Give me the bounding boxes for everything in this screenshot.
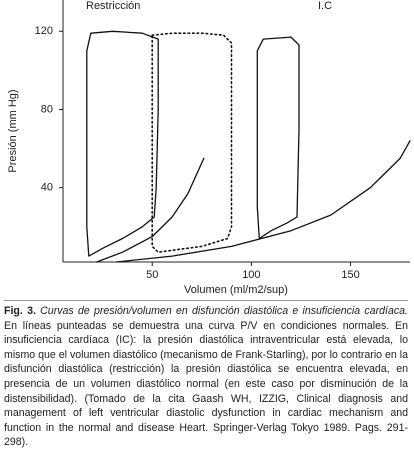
chart: Restricción I.C Presión (mm Hg) Volumen …	[7, 0, 411, 296]
y-axis-label: Presión (mm Hg)	[7, 89, 19, 172]
y-tick-label: 120	[35, 25, 53, 37]
pv-curve	[151, 32, 233, 253]
pv-curve	[256, 36, 300, 240]
caption: Fig. 3. Curvas de presión/volumen en dis…	[4, 300, 408, 450]
caption-label: Fig. 3.	[4, 305, 36, 317]
x-tick-label: 50	[146, 269, 158, 281]
pv-curve	[96, 157, 205, 263]
pv-curve	[115, 140, 411, 263]
x-axis-label: Volumen (ml/m2/sup)	[184, 284, 288, 296]
y-tick-label: 40	[41, 182, 53, 194]
x-tick-label: 100	[242, 269, 260, 281]
annotation: I.C	[318, 0, 332, 12]
pv-curve	[86, 30, 159, 257]
x-tick-label: 150	[341, 269, 359, 281]
caption-title: Curvas de presión/volumen en disfunción …	[40, 305, 408, 317]
y-tick-label: 80	[41, 103, 53, 115]
annotation: Restricción	[86, 0, 140, 12]
caption-text: En líneas punteadas se demuestra una cur…	[4, 319, 408, 449]
